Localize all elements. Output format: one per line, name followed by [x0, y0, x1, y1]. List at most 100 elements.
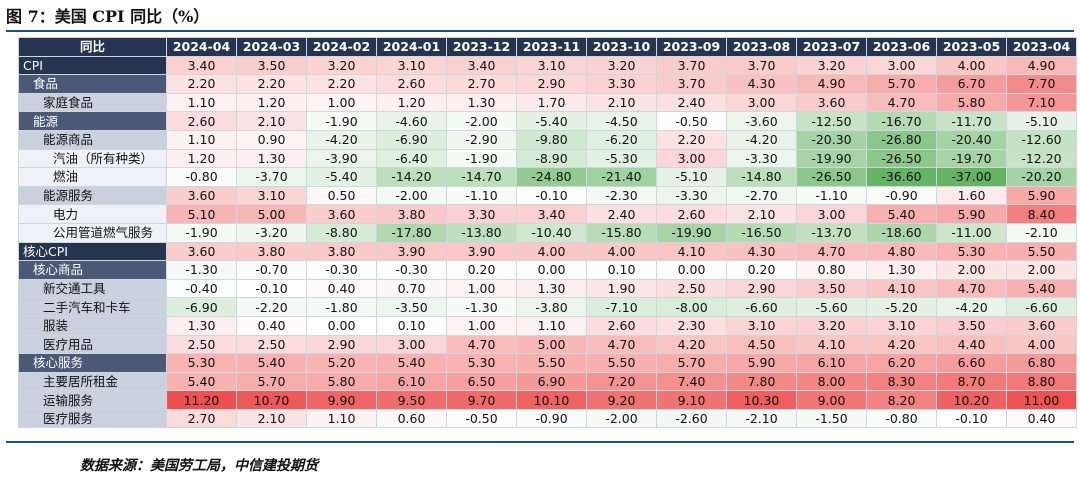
cell: 1.30	[236, 148, 307, 169]
cell: 2.70	[166, 408, 237, 429]
cell: 5.90	[726, 353, 797, 373]
cell: 3.60	[166, 241, 237, 262]
cell: -0.70	[236, 260, 307, 280]
cell: 3.60	[1006, 315, 1077, 336]
cell: 5.40	[166, 371, 237, 392]
cell: 4.30	[726, 74, 797, 94]
cell: -1.30	[446, 297, 517, 317]
row-label: 汽油（所有种类）	[18, 148, 167, 169]
cell: 3.00	[866, 55, 937, 76]
cell: 1.30	[446, 92, 517, 113]
cell: 8.20	[866, 390, 937, 410]
cell: 3.10	[726, 315, 797, 336]
cell: 7.70	[1006, 74, 1077, 94]
row-label: 二手汽车和卡车	[18, 297, 167, 317]
table-row: 公用管道燃气服务 -1.90 -3.20 -8.80 -17.80 -13.80 -10.4…	[18, 222, 1077, 243]
cell: 3.50	[796, 278, 867, 299]
cell: -8.80	[306, 222, 377, 243]
cell: 3.10	[376, 55, 447, 76]
cell: -14.70	[446, 167, 517, 187]
cell: 1.10	[516, 315, 587, 336]
cell: -6.40	[376, 148, 447, 169]
cell: -37.00	[936, 167, 1007, 187]
column-header: 2023-09	[656, 37, 727, 57]
cell: 4.00	[586, 241, 657, 262]
column-header: 2023-07	[796, 37, 867, 57]
cell: 5.50	[1006, 241, 1077, 262]
column-header: 同比	[18, 37, 167, 57]
row-label: 服装	[18, 315, 167, 336]
cell: -5.40	[516, 111, 587, 131]
cell: -1.10	[796, 185, 867, 206]
cell: -0.80	[166, 167, 237, 187]
row-label: 新交通工具	[18, 278, 167, 299]
cell: -1.80	[306, 297, 377, 317]
cell: 3.30	[446, 204, 517, 224]
cell: 2.00	[1006, 260, 1077, 280]
cell: -0.40	[166, 278, 237, 299]
cell: -4.20	[726, 129, 797, 150]
cell: 3.00	[796, 204, 867, 224]
column-header: 2024-04	[166, 37, 237, 57]
cell: 11.00	[1006, 390, 1077, 410]
cell: 4.30	[726, 241, 797, 262]
cell: 9.70	[446, 390, 517, 410]
rule	[6, 30, 1074, 32]
row-label: 运输服务	[18, 390, 167, 410]
cell: 0.90	[236, 129, 307, 150]
cell: 5.80	[936, 92, 1007, 113]
cell: 6.20	[866, 353, 937, 373]
cell: 3.50	[236, 55, 307, 76]
cell: 4.40	[936, 334, 1007, 355]
cell: 11.20	[166, 390, 237, 410]
cell: 0.50	[306, 185, 377, 206]
cell: -0.50	[446, 408, 517, 429]
cell: -2.90	[446, 129, 517, 150]
table-row: 二手汽车和卡车 -6.90 -2.20 -1.80 -3.50 -1.30 -3.80 -7.…	[18, 297, 1077, 317]
cell: 10.10	[516, 390, 587, 410]
cell: -0.50	[656, 111, 727, 131]
cell: 5.80	[306, 371, 377, 392]
cell: 2.20	[236, 74, 307, 94]
cell: -9.80	[516, 129, 587, 150]
cell: -2.10	[726, 408, 797, 429]
cell: -15.80	[586, 222, 657, 243]
row-label: 燃油	[18, 167, 167, 187]
cell: 4.00	[1006, 334, 1077, 355]
cell: -1.90	[306, 111, 377, 131]
cell: 1.20	[236, 92, 307, 113]
row-label: 核心CPI	[18, 241, 167, 262]
cell: -36.60	[866, 167, 937, 187]
cell: 6.60	[936, 353, 1007, 373]
cell: 7.40	[656, 371, 727, 392]
cell: 4.80	[866, 241, 937, 262]
cell: 0.00	[656, 260, 727, 280]
cell: 3.10	[516, 55, 587, 76]
cell: -3.70	[236, 167, 307, 187]
cell: -26.80	[866, 129, 937, 150]
cell: 4.90	[796, 74, 867, 94]
cell: -0.30	[306, 260, 377, 280]
cell: 5.50	[516, 353, 587, 373]
cell: 10.30	[726, 390, 797, 410]
cell: 3.80	[376, 204, 447, 224]
cell: -1.90	[166, 222, 237, 243]
cell: 3.60	[796, 92, 867, 113]
cell: -3.30	[726, 148, 797, 169]
cell: 5.20	[306, 353, 377, 373]
cell: 2.60	[656, 204, 727, 224]
cell: -4.50	[586, 111, 657, 131]
cell: 3.20	[796, 315, 867, 336]
cell: -3.90	[306, 148, 377, 169]
cell: 2.20	[166, 74, 237, 94]
cell: -21.40	[586, 167, 657, 187]
cell: -4.20	[936, 297, 1007, 317]
cell: 8.40	[1006, 204, 1077, 224]
cell: 2.60	[376, 74, 447, 94]
cell: -6.20	[586, 129, 657, 150]
cell: -2.00	[586, 408, 657, 429]
cell: 2.60	[166, 111, 237, 131]
cell: 8.80	[1006, 371, 1077, 392]
cell: -16.50	[726, 222, 797, 243]
cell: 5.10	[166, 204, 237, 224]
